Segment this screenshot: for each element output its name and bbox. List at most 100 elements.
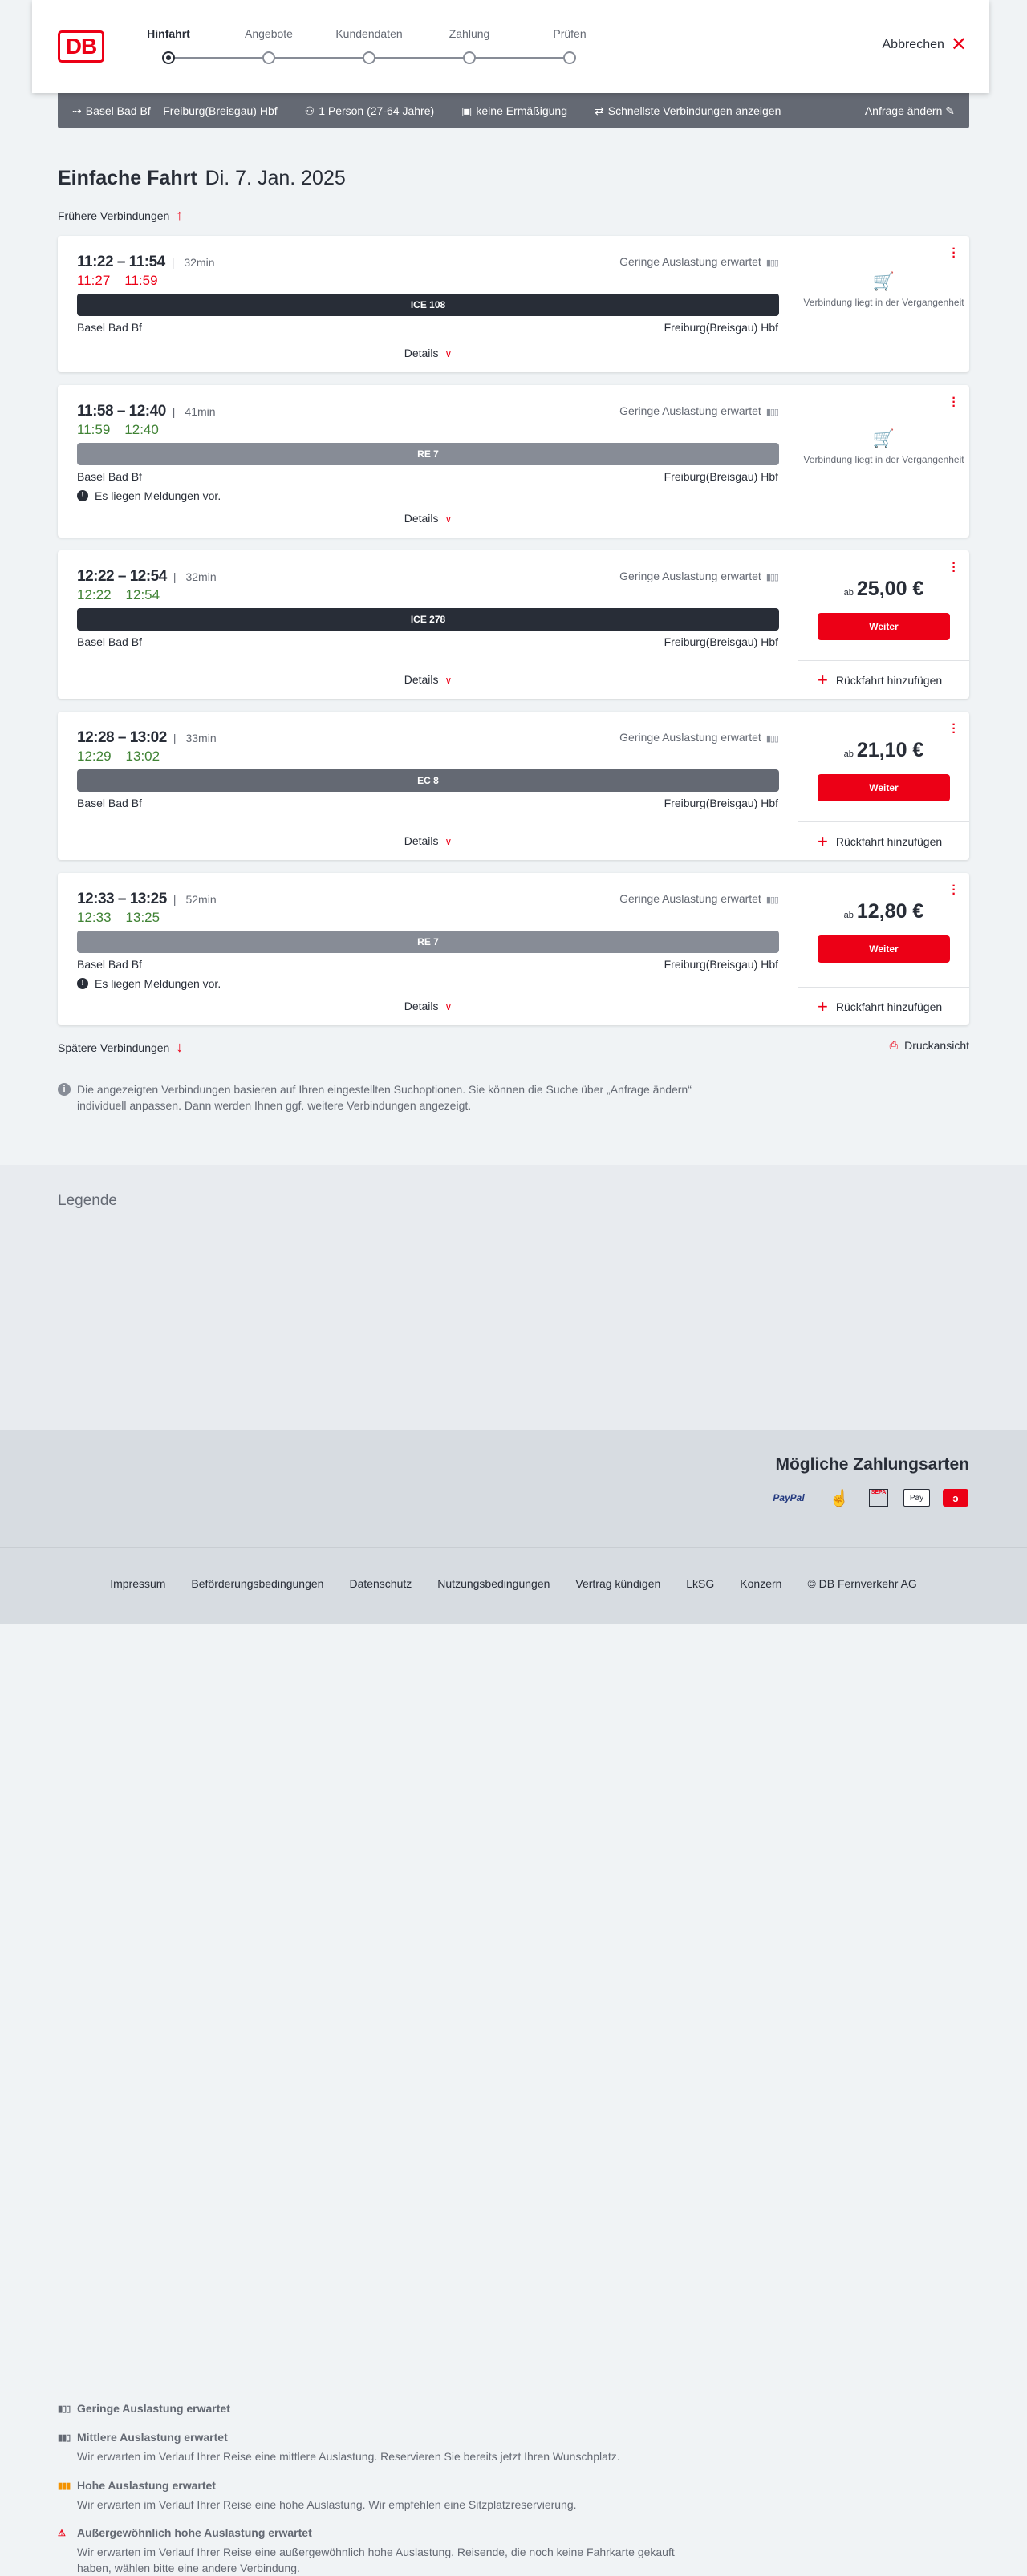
person-icon: ⚇ — [304, 103, 315, 117]
db-logo[interactable]: DB — [58, 30, 104, 63]
departure-station: Basel Bad Bf — [77, 958, 142, 971]
arrival-station: Freiburg(Breisgau) Hbf — [664, 958, 778, 971]
trip-date: Di. 7. Jan. 2025 — [205, 167, 346, 189]
continue-button[interactable]: Weiter — [818, 935, 950, 963]
occupancy-low-icon: ▮▯▯ — [765, 895, 779, 905]
details-toggle[interactable]: Details ∨ — [404, 673, 453, 686]
footer-link[interactable]: © DB Fernverkehr AG — [807, 1577, 917, 1590]
sepa-icon: SEPA — [869, 1489, 888, 1507]
legend-item-text: Wir erwarten im Verlauf Ihrer Reise eine… — [77, 2498, 577, 2511]
occupancy-low-icon: ▮▯▯ — [765, 734, 779, 744]
add-return-button[interactable]: + Rückfahrt hinzufügen — [798, 821, 969, 860]
occupancy-low-icon: ▮▯▯ — [765, 408, 779, 417]
chevron-down-icon: ∨ — [444, 513, 453, 525]
step-3-indicator — [463, 51, 476, 64]
route-label: Basel Bad Bf – Freiburg(Breisgau) Hbf — [85, 103, 278, 117]
price: ab 21,10 € — [843, 739, 924, 761]
cancel-button[interactable]: Abbrechen ✕ — [883, 35, 968, 55]
step-1-indicator — [262, 51, 275, 64]
notice: ! Es liegen Meldungen vor. — [77, 977, 221, 990]
legend-item: ▮▮▯ Mittlere Auslastung erwartet Wir erwar… — [58, 2431, 703, 2464]
credit-card-icon: ☝ — [829, 1489, 850, 1507]
payment-title: Mögliche Zahlungsarten — [775, 1455, 969, 1474]
more-options-icon[interactable]: · · · — [952, 557, 956, 578]
add-return-button[interactable]: + Rückfahrt hinzufügen — [798, 987, 969, 1025]
occupancy-level-3-icon: ⚠ — [58, 2528, 66, 2538]
occupancy-low-icon: ▮▯▯ — [765, 573, 779, 582]
train-bar[interactable]: RE 7 — [77, 443, 779, 465]
more-options-icon[interactable]: · · · — [952, 391, 956, 413]
footer-link[interactable]: Konzern — [740, 1577, 782, 1590]
apple-pay-icon: Pay — [903, 1489, 930, 1507]
connection-card: 12:22 – 12:5432min 12:22 12:54 Geringe Au… — [58, 550, 969, 699]
info-text: Die angezeigten Verbindungen basieren au… — [77, 1083, 692, 1112]
realtime-arrival: 12:40 — [124, 422, 159, 437]
realtime-arrival: 11:59 — [124, 273, 158, 288]
payment-section: Mögliche Zahlungsarten PayPal ☝ SEPA Pay… — [0, 1430, 1027, 1547]
add-return-button[interactable]: + Rückfahrt hinzufügen — [798, 660, 969, 699]
legend-item: ⚠ Außergewöhnlich hohe Auslastung erwarte… — [58, 2526, 703, 2576]
realtime-times: 12:22 12:54 — [77, 587, 174, 603]
continue-button[interactable]: Weiter — [818, 613, 950, 640]
footer-link[interactable]: LkSG — [686, 1577, 715, 1590]
legend-item: ▮▮▮ Hohe Auslastung erwartet Wir erwarten … — [58, 2479, 703, 2513]
realtime-arrival: 13:25 — [125, 910, 160, 925]
step-2-indicator — [363, 51, 375, 64]
legend-item-title: Außergewöhnlich hohe Auslastung erwartet — [77, 2526, 312, 2539]
step-3-label: Zahlung — [449, 27, 490, 40]
step-4-label: Prüfen — [553, 27, 587, 40]
more-options-icon[interactable]: · · · — [952, 242, 956, 264]
travellers-info[interactable]: ⚇ 1 Person (27-64 Jahre) — [305, 104, 435, 118]
card-icon: ▣ — [461, 103, 473, 117]
later-connections-link[interactable]: Spätere Verbindungen ↓ — [58, 1039, 183, 1056]
printer-icon: ⎙ — [889, 1039, 899, 1051]
realtime-arrival: 12:54 — [125, 587, 160, 602]
print-view-link[interactable]: ⎙ Druckansicht — [890, 1039, 969, 1052]
search-summary-bar: ⇢ Basel Bad Bf – Freiburg(Breisgau) Hbf ⚇… — [58, 93, 969, 128]
plus-icon: + — [818, 830, 828, 851]
footer: Impressum Beförderungsbedingungen Datensch… — [0, 1547, 1027, 1624]
continue-button[interactable]: Weiter — [818, 774, 950, 801]
fastest-toggle[interactable]: ⇄ Schnellste Verbindungen anzeigen — [595, 104, 781, 118]
sliders-icon: ⇄ — [595, 103, 604, 117]
legend-item-title: Hohe Auslastung erwartet — [77, 2479, 216, 2492]
footer-link[interactable]: Vertrag kündigen — [575, 1577, 661, 1590]
edit-request-button[interactable]: Anfrage ändern ✎ — [865, 104, 955, 118]
footer-link[interactable]: Nutzungsbedingungen — [437, 1577, 550, 1590]
realtime-departure: 12:29 — [77, 748, 112, 764]
arrival-station: Freiburg(Breisgau) Hbf — [664, 470, 778, 483]
legend-item-text: Wir erwarten im Verlauf Ihrer Reise eine… — [77, 2450, 620, 2463]
train-bar[interactable]: ICE 108 — [77, 294, 779, 316]
discount-info[interactable]: ▣ keine Ermäßigung — [461, 104, 567, 118]
details-toggle[interactable]: Details ∨ — [404, 834, 453, 847]
price: ab 12,80 € — [843, 900, 924, 923]
train-bar[interactable]: EC 8 — [77, 769, 779, 792]
earlier-connections-link[interactable]: Frühere Verbindungen ↑ — [58, 207, 183, 224]
footer-link[interactable]: Beförderungsbedingungen — [191, 1577, 324, 1590]
cart-unavailable-icon: 🛒 — [872, 428, 895, 448]
occupancy-indicator: Geringe Auslastung erwartet ▮▯▯ — [619, 255, 779, 268]
plus-icon: + — [818, 996, 828, 1016]
connection-details: 11:22 – 11:5432min 11:27 11:59 Geringe Au… — [58, 236, 798, 372]
step-0-indicator — [162, 51, 175, 64]
route-info[interactable]: ⇢ Basel Bad Bf – Freiburg(Breisgau) Hbf — [72, 104, 278, 118]
legend-item-text: Wir erwarten im Verlauf Ihrer Reise eine… — [77, 2546, 675, 2574]
chevron-down-icon: ∨ — [444, 348, 453, 359]
header: DB Hinfahrt Angebote Kundendaten Zahlung Prü… — [32, 0, 989, 93]
planned-times: 12:33 – 13:2552min — [77, 890, 217, 908]
occupancy-indicator: Geringe Auslastung erwartet ▮▯▯ — [619, 892, 779, 905]
plus-icon: + — [818, 669, 828, 690]
footer-link[interactable]: Datenschutz — [349, 1577, 412, 1590]
duration: 52min — [173, 893, 217, 906]
occupancy-indicator: Geringe Auslastung erwartet ▮▯▯ — [619, 731, 779, 744]
more-options-icon[interactable]: · · · — [952, 718, 956, 740]
earlier-label: Frühere Verbindungen — [58, 209, 170, 222]
more-options-icon[interactable]: · · · — [952, 879, 956, 901]
train-bar[interactable]: ICE 278 — [77, 608, 779, 631]
details-toggle[interactable]: Details ∨ — [404, 347, 453, 359]
footer-link[interactable]: Impressum — [110, 1577, 166, 1590]
details-toggle[interactable]: Details ∨ — [404, 1000, 453, 1012]
legend-item-title: Geringe Auslastung erwartet — [77, 2402, 230, 2415]
details-toggle[interactable]: Details ∨ — [404, 512, 453, 525]
train-bar[interactable]: RE 7 — [77, 931, 779, 953]
